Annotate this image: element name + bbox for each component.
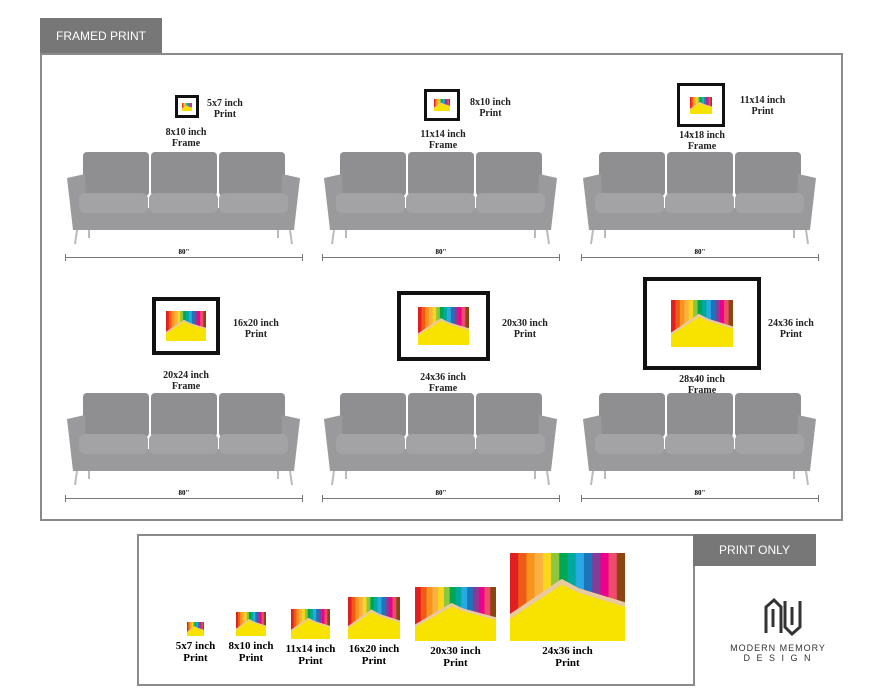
framed-print-tab: FRAMED PRINT (40, 18, 162, 53)
frame-size-label: 11x14 inch Frame (393, 129, 493, 151)
print-only-sub: Print (443, 657, 468, 669)
print-size-label: 8x10 inch Print (470, 97, 511, 119)
frame-sub: Frame (171, 381, 201, 392)
print-size-label: 20x30 inch Print (502, 318, 548, 340)
sofa-width-label: 80" (435, 489, 447, 497)
frame-size-label: 28x40 inch Frame (652, 374, 752, 396)
frame-sub: Frame (428, 383, 458, 394)
print-only-size: 24x36 inch (542, 645, 593, 657)
print-only-size: 11x14 inch (285, 643, 336, 655)
print-sub: Print (479, 108, 502, 119)
sofa-image (322, 152, 559, 247)
print-only-label: 20x30 inch Print (430, 645, 480, 669)
framed-print-thumbnail (175, 95, 199, 118)
sofa-image (65, 393, 302, 488)
print-thumbnail (291, 609, 330, 639)
frame-size: 28x40 inch (679, 374, 725, 385)
frame-sub: Frame (687, 385, 717, 396)
print-only-size: 5x7 inch (175, 640, 216, 652)
sofa-width-ruler (581, 495, 819, 502)
frame-sub: Frame (687, 141, 717, 152)
sofa-width-label: 80" (435, 248, 447, 256)
frame-sub: Frame (171, 138, 201, 149)
frame-size: 14x18 inch (679, 130, 725, 141)
print-sub: Print (779, 329, 803, 340)
print-sub: Print (751, 106, 774, 117)
sofa-width-ruler (65, 254, 303, 261)
print-only-size: 16x20 inch (348, 643, 400, 655)
framed-print-panel (40, 53, 843, 521)
print-only-sub: Print (361, 655, 387, 667)
sofa-image (65, 152, 302, 247)
print-size: 20x30 inch (502, 318, 548, 329)
print-only-sub: Print (298, 655, 323, 667)
print-size-label: 24x36 inch Print (768, 318, 814, 340)
sofa-width-ruler (581, 254, 819, 261)
print-size: 8x10 inch (470, 97, 511, 108)
print-only-label: 8x10 inch Print (229, 640, 274, 664)
frame-size-label: 20x24 inch Frame (136, 370, 236, 392)
print-only-sub: Print (555, 657, 580, 669)
framed-print-thumbnail (152, 297, 220, 355)
print-thumbnail (510, 553, 625, 641)
print-size-label: 5x7 inch Print (207, 98, 243, 120)
print-size-label: 11x14 inch Print (740, 95, 785, 117)
frame-size: 24x36 inch (420, 372, 466, 383)
print-size: 24x36 inch (768, 318, 814, 329)
print-size: 5x7 inch (207, 98, 243, 109)
print-sub: Print (513, 329, 537, 340)
print-only-label: 16x20 inch Print (349, 643, 399, 667)
framed-print-thumbnail (643, 277, 761, 370)
logo-text-line2: D E S I G N (743, 653, 813, 663)
sofa-image (322, 393, 559, 488)
print-only-size: 20x30 inch (430, 645, 481, 657)
logo-icon (764, 597, 802, 642)
sofa-width-label: 80" (178, 489, 190, 497)
frame-size-label: 14x18 inch Frame (652, 130, 752, 152)
print-size: 16x20 inch (233, 318, 279, 329)
framed-print-thumbnail (677, 83, 725, 127)
frame-sub: Frame (428, 140, 458, 151)
frame-size-label: 8x10 inch Frame (136, 127, 236, 149)
print-sub: Print (244, 329, 268, 340)
print-only-label: 5x7 inch Print (176, 640, 215, 664)
print-only-label: 24x36 inch Print (542, 645, 592, 669)
sofa-width-ruler (322, 495, 560, 502)
framed-print-thumbnail (397, 291, 490, 361)
print-thumbnail (187, 622, 204, 636)
frame-size: 8x10 inch (165, 127, 207, 138)
frame-size: 20x24 inch (163, 370, 209, 381)
print-thumbnail (415, 587, 496, 641)
print-size-label: 16x20 inch Print (233, 318, 279, 340)
sofa-width-label: 80" (178, 248, 190, 256)
framed-print-thumbnail (424, 89, 460, 121)
print-thumbnail (236, 612, 266, 636)
sofa-width-label: 80" (694, 248, 706, 256)
frame-size-label: 24x36 inch Frame (393, 372, 493, 394)
print-sub: Print (213, 109, 237, 120)
frame-size: 11x14 inch (420, 129, 466, 140)
sofa-image (581, 152, 818, 247)
sofa-width-label: 80" (694, 489, 706, 497)
print-thumbnail (348, 597, 400, 639)
sofa-image (581, 393, 818, 488)
sofa-width-ruler (322, 254, 560, 261)
print-only-panel (137, 534, 695, 686)
print-only-sub: Print (238, 652, 264, 664)
print-size: 11x14 inch (740, 95, 786, 106)
print-only-sub: Print (183, 652, 208, 664)
print-only-label: 11x14 inch Print (286, 643, 336, 667)
sofa-width-ruler (65, 495, 303, 502)
print-only-size: 8x10 inch (228, 640, 274, 652)
print-only-tab: PRINT ONLY (693, 534, 816, 566)
logo-text-line1: MODERN MEMORY (730, 643, 826, 653)
